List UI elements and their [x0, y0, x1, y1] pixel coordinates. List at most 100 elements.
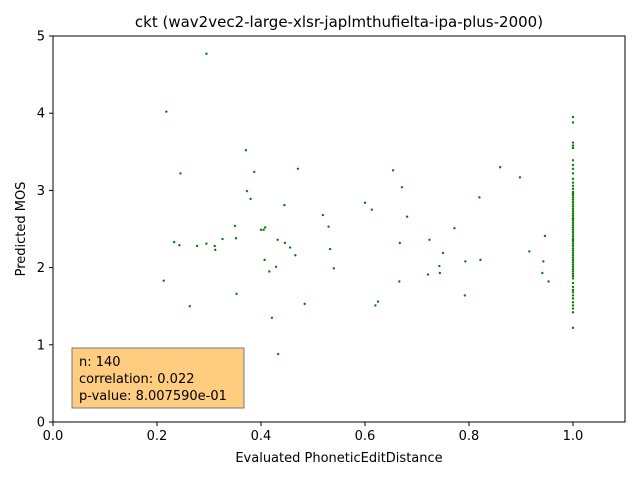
data-point-26 [270, 316, 274, 319]
data-point-20 [235, 292, 238, 296]
data-point-76 [571, 187, 575, 191]
data-point-110 [571, 267, 575, 271]
data-point-75 [571, 184, 575, 187]
data-point-51 [441, 251, 445, 255]
data-point-0 [205, 52, 208, 55]
data-point-24 [263, 258, 266, 262]
stats-n: n: 140 [79, 355, 121, 370]
data-point-10 [172, 240, 176, 244]
data-point-82 [571, 203, 575, 206]
data-point-101 [571, 247, 575, 250]
x-axis-title: Evaluated PhoneticEditDistance [235, 451, 442, 466]
data-point-106 [571, 258, 575, 262]
data-point-37 [332, 267, 335, 270]
data-point-60 [541, 271, 544, 275]
data-point-5 [296, 167, 300, 170]
data-point-79 [571, 196, 575, 199]
data-point-30 [283, 241, 287, 245]
data-point-120 [571, 297, 575, 300]
x-tick-label-3: 0.6 [355, 429, 376, 444]
data-point-103 [571, 251, 575, 255]
data-point-65 [571, 121, 575, 124]
x-tick-label-4: 0.8 [459, 429, 480, 444]
data-point-92 [571, 226, 575, 229]
data-point-70 [571, 163, 575, 167]
data-point-55 [478, 196, 481, 199]
data-point-38 [363, 201, 367, 204]
x-tick-label-0: 0.0 [43, 429, 64, 444]
data-point-29 [276, 352, 280, 356]
data-point-45 [400, 186, 404, 189]
data-point-118 [571, 291, 575, 294]
chart-title: ckt (wav2vec2-large-xlsr-japlmthufielta-… [135, 13, 543, 31]
scatter-points [162, 52, 575, 356]
stats-pvalue: p-value: 8.007590e-01 [79, 389, 227, 404]
data-point-63 [547, 280, 550, 283]
data-point-13 [195, 244, 199, 248]
data-point-25 [268, 270, 271, 273]
data-point-62 [543, 234, 547, 238]
data-point-87 [571, 214, 575, 218]
data-point-107 [571, 261, 575, 264]
data-point-43 [398, 280, 401, 283]
data-point-61 [542, 260, 545, 263]
data-point-34 [321, 213, 325, 217]
data-point-57 [499, 166, 502, 169]
data-point-40 [374, 304, 377, 307]
data-point-52 [453, 227, 456, 230]
data-point-114 [571, 277, 575, 280]
data-point-41 [376, 300, 380, 303]
data-point-105 [571, 256, 575, 259]
data-point-32 [294, 254, 297, 257]
data-point-39 [370, 208, 373, 211]
x-tick-label-2: 0.4 [251, 429, 272, 444]
data-point-56 [479, 258, 482, 262]
data-point-128 [571, 238, 575, 242]
data-point-102 [571, 249, 575, 252]
data-point-96 [571, 235, 575, 238]
data-point-46 [405, 215, 409, 218]
data-point-4 [253, 170, 256, 174]
data-point-11 [178, 244, 181, 247]
data-point-47 [426, 273, 430, 276]
x-tick-label-1: 0.2 [147, 429, 168, 444]
data-point-17 [221, 237, 224, 241]
x-tick-label-5: 1.0 [563, 429, 584, 444]
data-point-33 [303, 302, 306, 306]
data-point-59 [528, 250, 531, 253]
data-point-80 [571, 198, 575, 201]
data-point-116 [571, 285, 575, 289]
data-point-109 [571, 265, 575, 269]
stats-box-background [71, 347, 245, 409]
data-point-112 [571, 272, 575, 275]
data-point-123 [571, 307, 575, 310]
data-point-119 [571, 294, 575, 297]
data-point-83 [571, 205, 575, 208]
data-point-95 [571, 233, 575, 236]
y-axis: 0 1 2 3 4 5 [37, 30, 53, 431]
data-point-100 [571, 244, 575, 248]
data-point-71 [571, 167, 575, 170]
data-point-2 [179, 172, 182, 175]
data-point-124 [571, 311, 575, 314]
data-point-1 [165, 110, 168, 113]
data-point-86 [571, 212, 575, 215]
data-point-19 [234, 237, 238, 240]
data-point-50 [438, 271, 442, 275]
y-tick-label-2: 2 [37, 261, 45, 276]
data-point-7 [249, 197, 252, 201]
data-point-42 [391, 169, 395, 172]
data-point-8 [283, 203, 286, 207]
data-point-104 [571, 254, 575, 257]
data-point-117 [571, 288, 575, 292]
data-point-84 [571, 207, 575, 211]
data-point-64 [571, 115, 575, 119]
data-point-48 [428, 238, 431, 242]
data-point-35 [327, 225, 330, 228]
data-point-3 [244, 149, 248, 152]
data-point-94 [571, 230, 575, 234]
data-point-73 [571, 177, 575, 181]
data-point-93 [571, 228, 575, 231]
data-point-69 [571, 159, 575, 162]
